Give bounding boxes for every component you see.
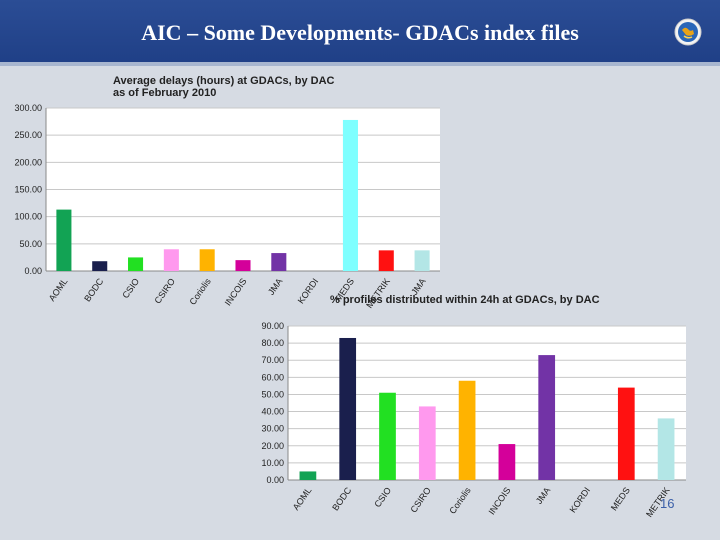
- globe-emblem-icon: [674, 18, 702, 46]
- y-tick-label: 70.00: [261, 355, 284, 365]
- bar-incois: [498, 444, 516, 480]
- average-delays-chart: Average delays (hours) at GDACs, by DACa…: [14, 75, 440, 310]
- y-tick-label: 90.00: [261, 321, 284, 331]
- bar-csiro: [418, 406, 436, 480]
- category-label: CSIRO: [152, 276, 177, 305]
- category-label: BODC: [82, 276, 105, 303]
- y-tick-label: 0.00: [266, 475, 284, 485]
- y-tick-label: 20.00: [261, 441, 284, 451]
- bar-csiro: [163, 249, 179, 271]
- y-tick-label: 300.00: [14, 103, 42, 113]
- category-label: Coriolis: [187, 276, 213, 307]
- bar-jma: [414, 250, 430, 271]
- bar-aoml: [56, 209, 72, 271]
- bar-meds: [342, 119, 358, 271]
- y-tick-label: 40.00: [261, 407, 284, 417]
- page-number: 16: [660, 496, 675, 511]
- category-label: CSIO: [120, 276, 141, 300]
- bar-jma: [271, 253, 287, 271]
- chart-title: % profiles distributed within 24h at GDA…: [330, 294, 600, 306]
- y-tick-label: 10.00: [261, 458, 284, 468]
- y-tick-label: 50.00: [261, 389, 284, 399]
- y-tick-label: 0.00: [24, 266, 42, 276]
- category-label: AOML: [47, 276, 70, 303]
- category-label: MEDS: [609, 485, 632, 512]
- slide-title: AIC – Some Developments- GDACs index fil…: [141, 20, 579, 45]
- category-label: KORDI: [568, 485, 593, 514]
- bar-jma: [538, 355, 556, 480]
- bar-csio: [379, 392, 396, 480]
- y-tick-label: 80.00: [261, 338, 284, 348]
- bar-coriolis: [458, 380, 476, 480]
- bar-bodc: [339, 337, 357, 480]
- bar-bodc: [92, 261, 108, 271]
- category-label: Coriolis: [447, 485, 473, 516]
- profiles-within-24h-chart: % profiles distributed within 24h at GDA…: [261, 294, 686, 519]
- category-label: INCOIS: [487, 485, 513, 516]
- category-label: CSIRO: [408, 485, 433, 514]
- bar-metrik: [378, 250, 394, 271]
- category-label: AOML: [291, 485, 314, 512]
- bar-aoml: [299, 471, 317, 480]
- bar-metrik: [657, 418, 675, 480]
- header-rule: [0, 62, 720, 66]
- y-tick-label: 50.00: [19, 239, 42, 249]
- bar-csio: [128, 257, 144, 271]
- category-label: BODC: [330, 485, 353, 512]
- bar-incois: [235, 260, 251, 271]
- slide-header: AIC – Some Developments- GDACs index fil…: [0, 0, 720, 66]
- y-tick-label: 60.00: [261, 372, 284, 382]
- category-label: JMA: [534, 485, 553, 505]
- y-tick-label: 250.00: [14, 130, 42, 140]
- bar-coriolis: [199, 249, 215, 271]
- chart-title: Average delays (hours) at GDACs, by DAC: [113, 75, 335, 87]
- chart-title: as of February 2010: [113, 87, 216, 99]
- y-tick-label: 30.00: [261, 424, 284, 434]
- y-tick-label: 100.00: [14, 212, 42, 222]
- y-tick-label: 200.00: [14, 157, 42, 167]
- y-tick-label: 150.00: [14, 185, 42, 195]
- bar-meds: [617, 387, 635, 480]
- category-label: CSIO: [372, 485, 393, 509]
